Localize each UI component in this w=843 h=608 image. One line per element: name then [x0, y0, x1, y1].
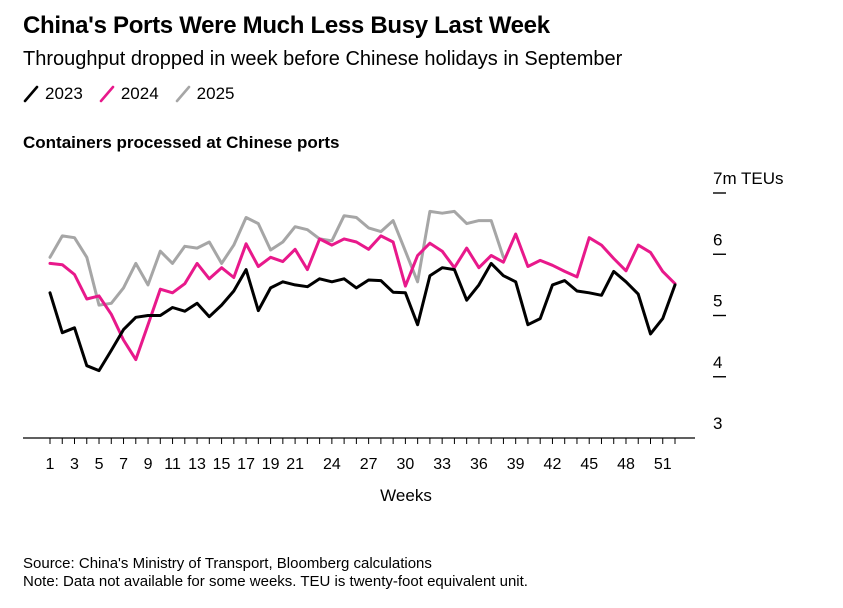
legend-item-2024: 2024 [99, 84, 159, 104]
data-note: Note: Data not available for some weeks.… [23, 573, 528, 590]
legend-swatch-2025 [175, 85, 190, 103]
legend-swatch-2024 [99, 85, 115, 103]
legend-item-2023: 2023 [23, 84, 83, 104]
chart-subtitle: Throughput dropped in week before Chines… [23, 48, 623, 70]
x-tick-label-3: 3 [70, 456, 79, 473]
x-tick-label-5: 5 [95, 456, 104, 473]
y-tick-label-7: 7m TEUs [713, 169, 784, 188]
legend: 2023 2024 2025 [23, 82, 250, 106]
x-tick-label-36: 36 [470, 456, 488, 473]
y-tick-label-5: 5 [713, 292, 722, 311]
legend-swatch-2023 [23, 85, 39, 103]
y-tick-label-6: 6 [713, 230, 722, 249]
x-tick-label-21: 21 [286, 456, 304, 473]
x-tick-label-30: 30 [396, 456, 414, 473]
source-note: Source: China's Ministry of Transport, B… [23, 555, 432, 572]
x-tick-label-1: 1 [46, 456, 55, 473]
x-tick-label-27: 27 [360, 456, 378, 473]
footer: Source: China's Ministry of Transport, B… [23, 555, 528, 591]
x-tick-label-9: 9 [144, 456, 153, 473]
series-lines [48, 209, 677, 373]
panel-title: Containers processed at Chinese ports [23, 133, 340, 152]
legend-item-2025: 2025 [175, 84, 235, 104]
x-tick-label-19: 19 [262, 456, 280, 473]
legend-label-2025: 2025 [196, 84, 235, 103]
legend-label-2024: 2024 [120, 84, 159, 103]
legend-label-2023: 2023 [45, 84, 83, 103]
series-line-2025 [48, 209, 505, 307]
x-axis-title: Weeks [380, 486, 432, 505]
x-tick-label-45: 45 [580, 456, 598, 473]
x-tick-label-39: 39 [507, 456, 525, 473]
x-tick-label-48: 48 [617, 456, 635, 473]
series-line-2023 [48, 261, 677, 373]
chart-title: China's Ports Were Much Less Busy Last W… [23, 12, 550, 39]
y-tick-label-4: 4 [713, 353, 722, 372]
x-tick-label-7: 7 [119, 456, 128, 473]
y-tick-label-3: 3 [713, 414, 722, 433]
axes: 1 3 5 7 9 11 13 15 17 19 21 24 27 30 33 36 39 42 45 48 51Wee… [23, 169, 784, 505]
series-line-2024 [48, 232, 677, 362]
x-tick-label-51: 51 [654, 456, 672, 473]
x-tick-label-42: 42 [544, 456, 562, 473]
x-tick-label-13: 13 [188, 456, 206, 473]
x-tick-label-24: 24 [323, 456, 341, 473]
x-tick-label-17: 17 [237, 456, 255, 473]
x-tick-label-33: 33 [433, 456, 451, 473]
x-tick-label-15: 15 [213, 456, 231, 473]
x-tick-label-11: 11 [164, 456, 181, 473]
